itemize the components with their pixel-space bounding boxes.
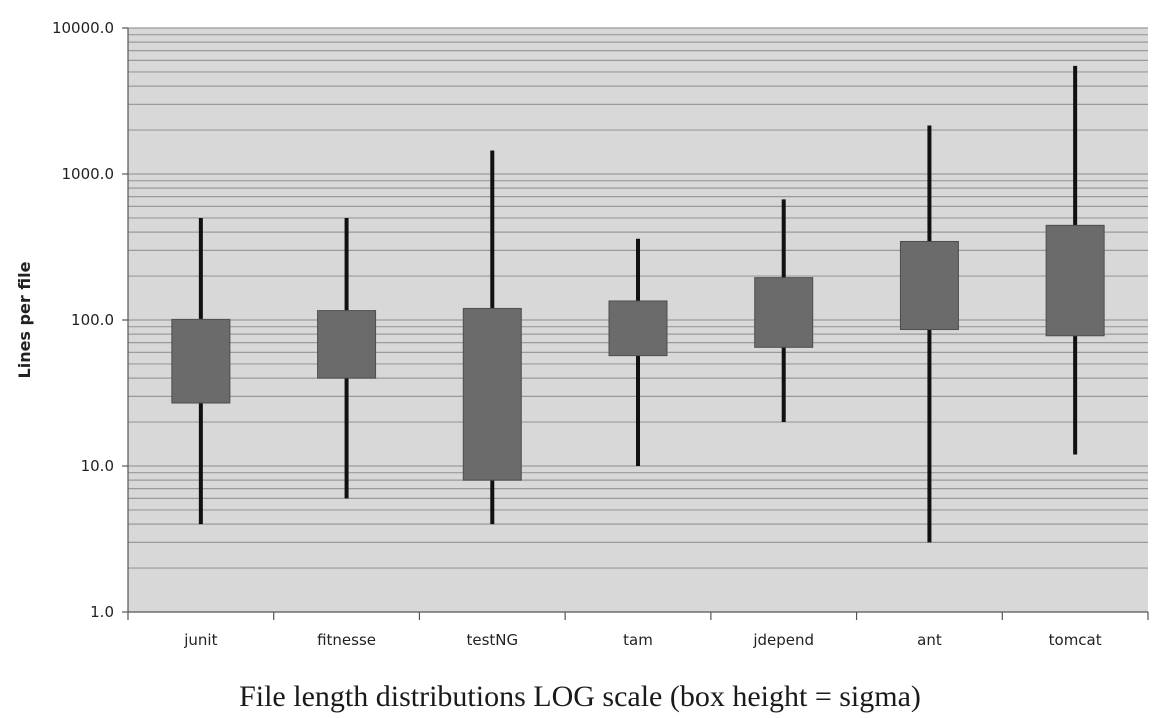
x-axis: junit fitnesse testNG tam jdepend ant tomcat — [127, 611, 1149, 649]
box-tam — [608, 238, 668, 466]
y-tick-label: 10000.0 — [52, 19, 114, 37]
box-tomcat — [1045, 65, 1105, 455]
box-testNG — [462, 150, 522, 525]
x-tick-label: testNG — [466, 631, 518, 649]
y-axis: 1.0 10.0 100.0 1000.0 10000.0 — [52, 19, 129, 621]
box-ant — [899, 125, 959, 543]
x-tick-label: fitnesse — [317, 631, 376, 649]
box-rect — [608, 300, 668, 357]
y-tick-label: 100.0 — [71, 311, 114, 329]
x-tick-label: junit — [183, 631, 217, 649]
box-rect — [1045, 224, 1105, 337]
x-tick-label: ant — [917, 631, 942, 649]
chart-caption: File length distributions LOG scale (box… — [239, 680, 921, 713]
y-axis-title: Lines per file — [15, 261, 34, 378]
x-tick-label: jdepend — [752, 631, 814, 649]
box-rect — [462, 307, 522, 481]
y-tick-label: 1000.0 — [62, 165, 115, 183]
box-rect — [899, 240, 959, 331]
y-tick-label: 1.0 — [90, 603, 114, 621]
y-tick-label: 10.0 — [81, 457, 114, 475]
box-rect — [317, 310, 377, 379]
x-tick-label: tomcat — [1049, 631, 1102, 649]
box-junit — [171, 217, 231, 525]
box-jdepend — [754, 199, 814, 423]
x-tick-label: tam — [623, 631, 653, 649]
box-rect — [754, 277, 814, 348]
box-rect — [171, 318, 231, 404]
box-fitnesse — [317, 217, 377, 499]
boxes — [171, 65, 1105, 543]
